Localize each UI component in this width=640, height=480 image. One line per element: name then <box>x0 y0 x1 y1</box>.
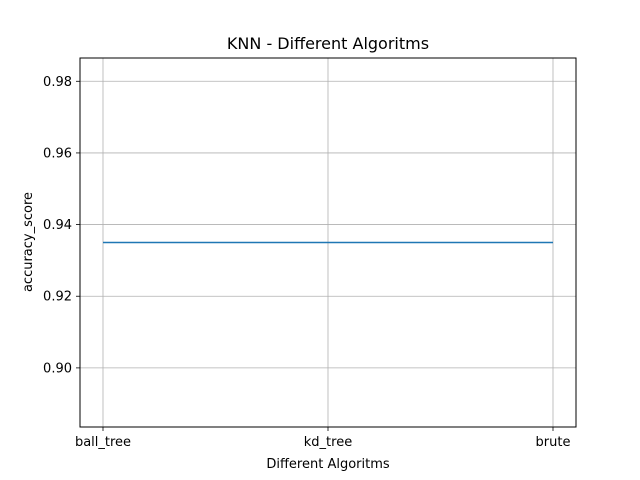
y-tick-label: 0.90 <box>43 361 72 376</box>
y-axis-label: accuracy_score <box>21 192 36 292</box>
grid <box>80 58 576 427</box>
y-tick-label: 0.94 <box>43 218 72 233</box>
chart-title: KNN - Different Algoritms <box>227 34 429 53</box>
x-tick-label: brute <box>536 435 571 450</box>
y-tick-label: 0.98 <box>43 75 72 90</box>
y-axis: 0.90 0.92 0.94 0.96 0.98 <box>43 75 80 376</box>
y-tick-label: 0.92 <box>43 290 72 305</box>
x-axis-label: Different Algoritms <box>266 457 390 472</box>
x-tick-label: kd_tree <box>304 435 352 450</box>
x-tick-label: ball_tree <box>75 435 131 450</box>
x-axis: ball_tree kd_tree brute <box>75 427 571 450</box>
y-tick-label: 0.96 <box>43 146 72 161</box>
